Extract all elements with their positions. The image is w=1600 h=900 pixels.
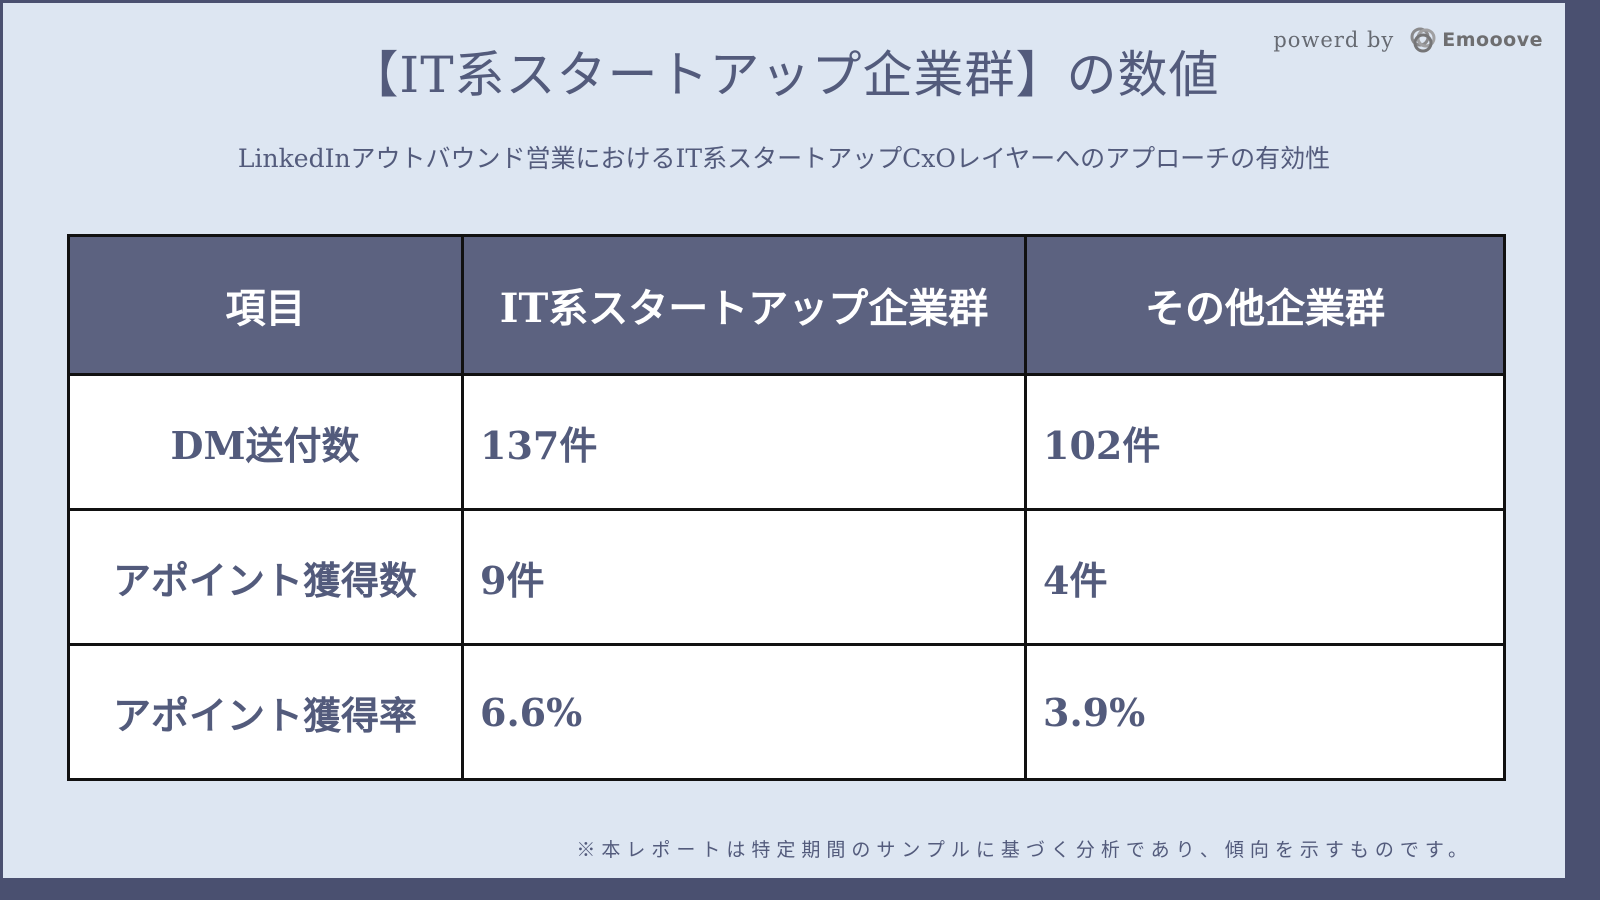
cell-other: 102件 bbox=[1024, 373, 1506, 511]
header-item: 項目 bbox=[67, 234, 464, 376]
cell-other: 3.9% bbox=[1024, 643, 1506, 781]
table-header-row: 項目 IT系スタートアップ企業群 その他企業群 bbox=[67, 234, 1506, 376]
slide: powerd by Emooove 【IT系スタートアップ企業群】の数値 Lin… bbox=[3, 3, 1565, 878]
cell-it-startup: 6.6% bbox=[461, 643, 1027, 781]
row-label: アポイント獲得率 bbox=[67, 643, 464, 781]
table-row: アポイント獲得率 6.6% 3.9% bbox=[67, 643, 1506, 781]
footnote: ※本レポートは特定期間のサンプルに基づく分析であり、傾向を示すものです。 bbox=[576, 839, 1473, 861]
header-it-startup: IT系スタートアップ企業群 bbox=[461, 234, 1027, 376]
page-title: 【IT系スタートアップ企業群】の数値 bbox=[348, 46, 1220, 104]
header-other: その他企業群 bbox=[1024, 234, 1506, 376]
powered-by-label: powerd by bbox=[1273, 28, 1395, 52]
table-row: DM送付数 137件 102件 bbox=[67, 373, 1506, 511]
cell-other: 4件 bbox=[1024, 508, 1506, 646]
logo-text: Emooove bbox=[1442, 29, 1543, 51]
table-row: アポイント獲得数 9件 4件 bbox=[67, 508, 1506, 646]
emooove-logo-icon bbox=[1410, 27, 1436, 53]
row-label: アポイント獲得数 bbox=[67, 508, 464, 646]
powered-by-badge: powerd by Emooove bbox=[1273, 25, 1543, 55]
emooove-logo: Emooove bbox=[1408, 25, 1543, 55]
comparison-table: 項目 IT系スタートアップ企業群 その他企業群 DM送付数 137件 102件 … bbox=[67, 234, 1506, 781]
row-label: DM送付数 bbox=[67, 373, 464, 511]
cell-it-startup: 137件 bbox=[461, 373, 1027, 511]
page-subtitle: LinkedInアウトバウンド営業におけるIT系スタートアップCxOレイヤーへの… bbox=[237, 144, 1331, 173]
cell-it-startup: 9件 bbox=[461, 508, 1027, 646]
